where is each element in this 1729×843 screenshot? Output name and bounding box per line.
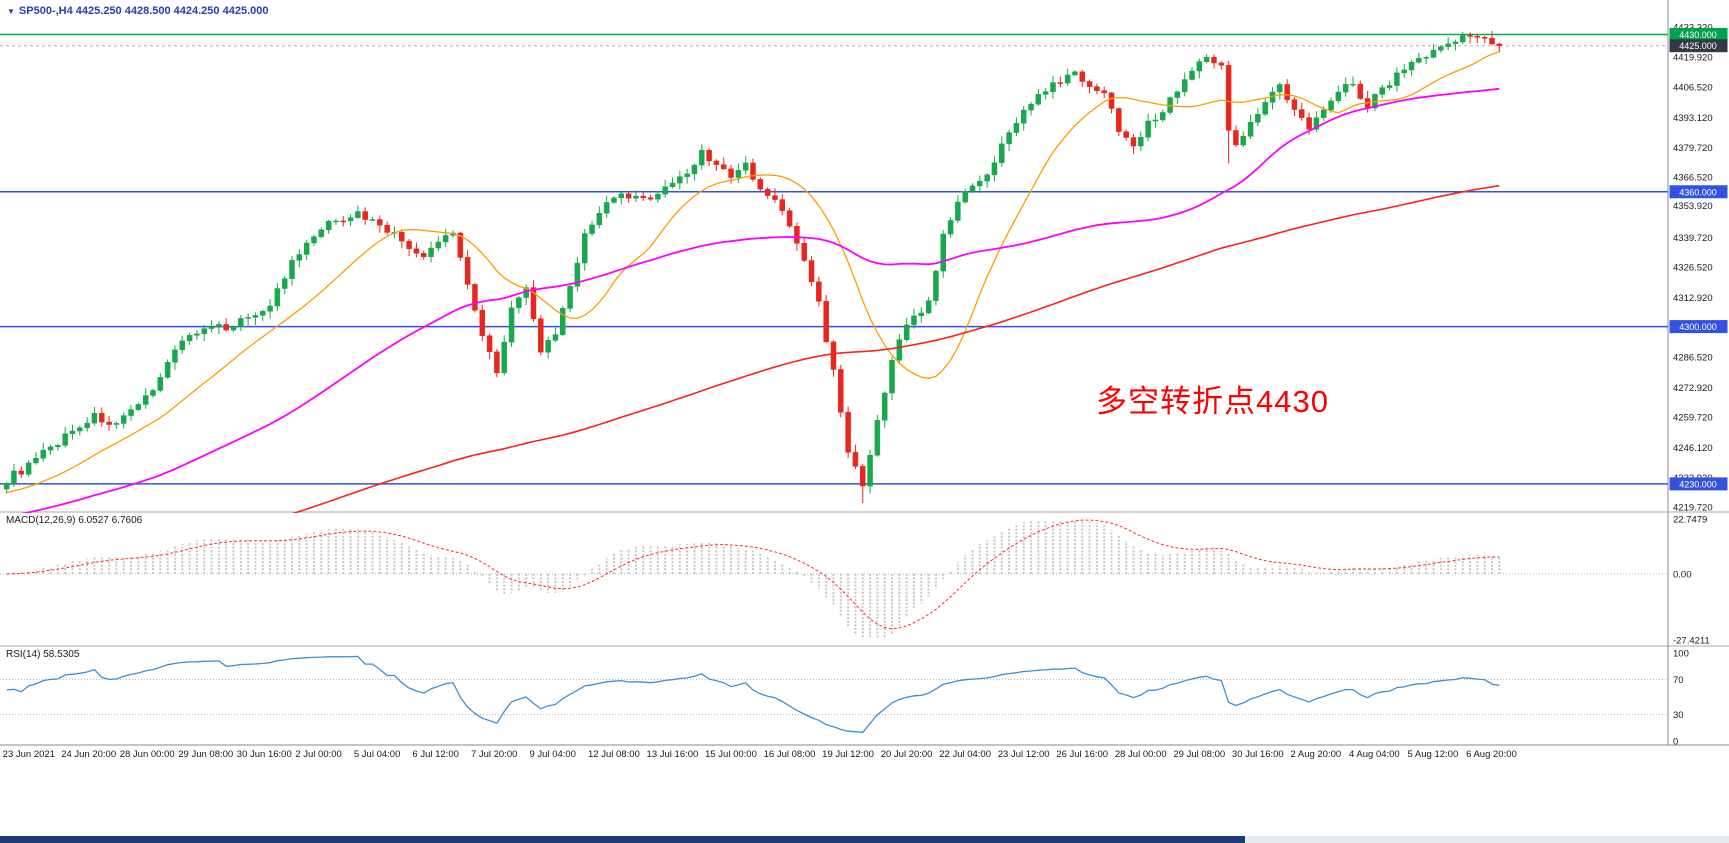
price-badge-label: 4425.000 (1679, 41, 1717, 51)
time-label: 29 Jun 08:00 (178, 749, 233, 760)
time-label: 20 Jul 20:00 (881, 749, 933, 760)
price-badge-4430 (1669, 27, 1728, 41)
price-tick-label: 4246.120 (1673, 443, 1713, 454)
taskbar-empty-segment (1245, 836, 1729, 843)
price-tick-label: 4219.720 (1673, 503, 1713, 514)
horizontal-levels (0, 33, 1668, 485)
macd-axis-tick: 0.00 (1673, 569, 1692, 580)
chart-marker-icon: ▼ (7, 7, 15, 16)
price-tick-label: 4326.520 (1673, 263, 1713, 274)
time-label: 22 Jul 04:00 (939, 749, 991, 760)
time-label: 26 Jul 16:00 (1056, 749, 1108, 760)
time-label: 15 Jul 00:00 (705, 749, 757, 760)
time-label: 2 Jul 00:00 (295, 749, 341, 760)
time-label: 4 Aug 04:00 (1349, 749, 1400, 760)
macd-histogram (12, 519, 1501, 640)
price-badge-4230 (1669, 477, 1728, 491)
macd-axis-tick: 22.7479 (1673, 515, 1707, 526)
rsi-axis-tick: 100 (1673, 649, 1689, 660)
time-label: 2 Aug 20:00 (1290, 749, 1341, 760)
symbol-ohlc-info: ▼ SP500-,H4 4425.250 4428.500 4424.250 44… (7, 5, 268, 17)
time-label: 28 Jun 00:00 (120, 749, 175, 760)
taskbar[interactable] (0, 836, 1245, 843)
time-label: 19 Jul 12:00 (822, 749, 874, 760)
rsi-line (6, 655, 1500, 734)
moving-average-fast (6, 50, 1500, 494)
symbol-ohlc-text: SP500-,H4 4425.250 4428.500 4424.250 442… (18, 5, 269, 17)
price-badge-label: 4430.000 (1679, 30, 1717, 40)
price-tick-label: 4259.720 (1673, 413, 1713, 424)
macd-axis-tick: -27.4211 (1673, 636, 1710, 647)
price-tick-label: 4272.920 (1673, 383, 1713, 394)
price-badge-label: 4230.000 (1679, 479, 1717, 489)
price-axis-ticks[interactable]: 4433.3204419.9204406.5204393.1204379.720… (1673, 23, 1713, 514)
time-label: 5 Jul 04:00 (354, 749, 400, 760)
time-label: 30 Jun 16:00 (237, 749, 292, 760)
price-tick-label: 4286.520 (1673, 352, 1713, 363)
time-label: 6 Jul 12:00 (412, 749, 458, 760)
rsi-axis-tick: 70 (1673, 675, 1684, 686)
price-badge-label: 4300.000 (1679, 322, 1717, 332)
price-badge-label: 4360.000 (1679, 187, 1717, 197)
price-tick-label: 4419.920 (1673, 53, 1713, 64)
chart-annotation: 多空转折点4430 (1096, 384, 1329, 419)
time-label: 9 Jul 04:00 (529, 749, 575, 760)
price-tick-label: 4379.720 (1673, 143, 1713, 154)
price-badge-4425 (1669, 39, 1728, 53)
time-label: 12 Jul 08:00 (588, 749, 640, 760)
price-tick-label: 4353.920 (1673, 201, 1713, 212)
price-tick-label: 4312.920 (1673, 293, 1713, 304)
rsi-indicator-label: RSI(14) 58.5305 (6, 649, 80, 660)
time-label: 5 Aug 12:00 (1408, 749, 1459, 760)
rsi-axis-tick: 0 (1673, 737, 1678, 748)
time-label: 13 Jul 16:00 (647, 749, 699, 760)
price-badge-4360 (1669, 185, 1728, 199)
price-tick-label: 4339.720 (1673, 233, 1713, 244)
macd-indicator-label: MACD(12,26,9) 6.0527 6.7606 (6, 515, 143, 526)
price-tick-label: 4366.520 (1673, 173, 1713, 184)
candlestick-series (3, 31, 1503, 503)
price-badge-4300 (1669, 320, 1728, 334)
moving-average-slow (292, 184, 1500, 513)
time-label: 7 Jul 20:00 (471, 749, 517, 760)
time-axis[interactable]: 23 Jun 2021 24 Jun 20:00 28 Jun 00:00 29 Ju… (3, 749, 1517, 760)
time-label: 6 Aug 20:00 (1466, 749, 1517, 760)
time-label: 30 Jul 16:00 (1232, 749, 1284, 760)
time-label: 23 Jun 2021 (3, 749, 55, 760)
moving-average-medium (21, 87, 1500, 513)
time-label: 16 Jul 08:00 (764, 749, 816, 760)
rsi-axis-tick: 30 (1673, 710, 1684, 721)
time-label: 28 Jul 00:00 (1115, 749, 1167, 760)
time-label: 29 Jul 08:00 (1173, 749, 1225, 760)
time-label: 24 Jun 20:00 (61, 749, 116, 760)
macd-signal-line (6, 519, 1500, 630)
price-tick-label: 4393.120 (1673, 113, 1713, 124)
time-label: 23 Jul 12:00 (998, 749, 1050, 760)
price-tick-label: 4406.520 (1673, 83, 1713, 94)
